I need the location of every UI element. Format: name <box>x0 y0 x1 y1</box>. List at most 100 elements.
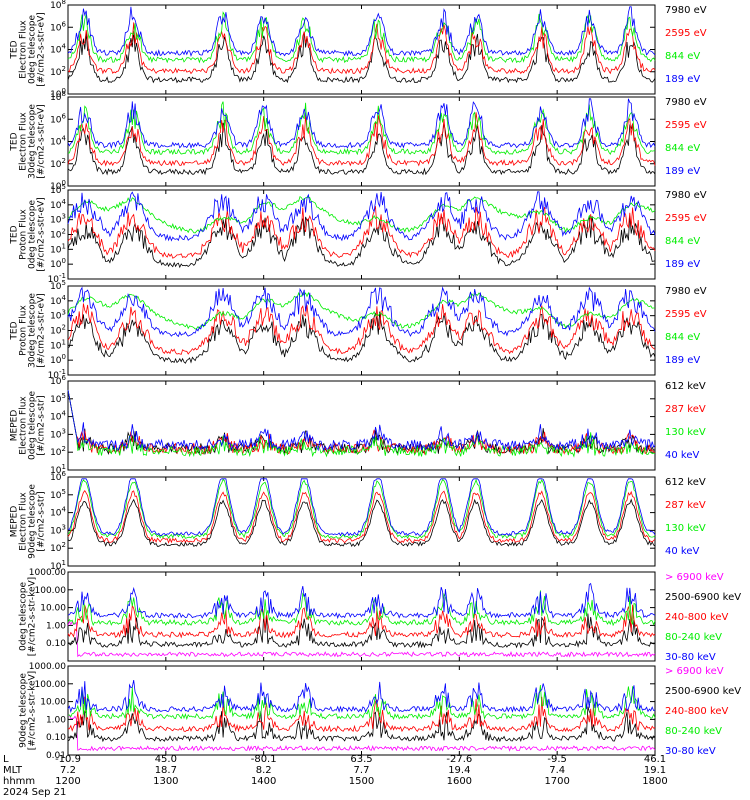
y-tick-label: 108 <box>50 0 66 11</box>
legend-entry: 2595 eV <box>665 28 707 39</box>
series-line-green <box>67 291 656 330</box>
legend-entry: 189 eV <box>665 355 700 366</box>
legend-entry: 2595 eV <box>665 120 707 131</box>
x-tick-label: -9.5 <box>547 754 567 765</box>
legend-entry: 7980 eV <box>665 286 707 297</box>
y-tick-label: 1000.00 <box>29 662 66 672</box>
x-tick-label: 1700 <box>544 776 569 787</box>
x-tick-label: 8.2 <box>256 765 272 776</box>
y-axis-label: TEDElectron Flux0deg telescope[#/cm2-s-s… <box>10 12 47 87</box>
x-tick-label: 46.1 <box>644 754 666 765</box>
series-line-black <box>67 311 656 364</box>
x-row-label: L <box>3 754 9 765</box>
y-tick-label: 104 <box>50 198 66 211</box>
series-line-green <box>67 101 656 156</box>
x-tick-label: -80.1 <box>251 754 277 765</box>
series-line-green <box>67 195 656 234</box>
y-axis-label: TEDProton Flux0deg telescope[#/cm2-s-str… <box>10 197 47 272</box>
y-tick-label: 105 <box>50 392 66 405</box>
y-tick-label: 102 <box>50 445 66 458</box>
y-tick-label: 105 <box>50 488 66 501</box>
series-line-magenta <box>67 714 656 752</box>
plot-frame <box>67 4 656 95</box>
y-tick-label: 104 <box>50 43 66 56</box>
series-line-green <box>67 389 656 458</box>
x-tick-label: 7.2 <box>60 765 76 776</box>
series-line-blue <box>67 478 656 537</box>
x-row-label: MLT <box>3 765 23 776</box>
legend-entry: 287 keV <box>665 404 706 415</box>
legend-entry: 80-240 keV <box>665 726 722 737</box>
series-line-blue <box>67 389 656 452</box>
x-tick-label: 19.1 <box>644 765 666 776</box>
x-tick-label: 1300 <box>153 776 178 787</box>
y-tick-label: 0.01 <box>46 751 66 761</box>
x-tick-label: 1800 <box>642 776 667 787</box>
series-line-black <box>67 613 656 649</box>
x-tick-label: 1600 <box>447 776 472 787</box>
series-line-blue <box>67 582 656 620</box>
y-tick-label: 102 <box>50 324 66 337</box>
legend-entry: > 6900 keV <box>665 666 724 677</box>
x-axis-labels: L -10.9 45.0 -80.1 63.5 -27.6 -9.5 46.1 MLT 7.2 18… <box>3 754 668 798</box>
legend-entry: 844 eV <box>665 51 700 62</box>
series-line-blue <box>67 680 656 713</box>
y-tick-label: 103 <box>50 213 66 226</box>
legend-entry: 130 keV <box>665 427 706 438</box>
legend-entry: 7980 eV <box>665 5 707 16</box>
legend-entry: 189 eV <box>665 74 700 85</box>
y-axis-label: MEPEDElectron Flux90deg telescope[#/cm2-… <box>10 484 47 559</box>
series-line-red <box>67 604 656 639</box>
y-tick-label: 10.00 <box>40 604 66 614</box>
date-label: 2024 Sep 21 <box>3 787 66 798</box>
series-line-black <box>67 122 656 176</box>
y-tick-label: 104 <box>50 506 66 519</box>
y-tick-label: 104 <box>50 410 66 423</box>
plot-frame <box>67 476 656 567</box>
y-axis-label: MEPEDElectron Flux0deg telescope[#/cm2-s… <box>10 391 47 461</box>
series-line-black <box>67 215 656 269</box>
series-line-green <box>67 685 656 721</box>
y-tick-label: 1.00 <box>46 621 66 631</box>
y-tick-label: 104 <box>50 135 66 148</box>
y-axis-label: TEDProton Flux30deg telescope[#/cm2-s-st… <box>10 293 47 368</box>
x-tick-label: 1200 <box>55 776 80 787</box>
series-line-blue <box>67 191 656 242</box>
x-tick-label: -27.6 <box>446 754 472 765</box>
y-tick-label: 10.00 <box>40 698 66 708</box>
legend-entry: 30-80 keV <box>665 746 716 757</box>
y-tick-label: 106 <box>50 20 66 33</box>
series-line-red <box>67 112 656 167</box>
x-tick-label: -10.9 <box>55 754 81 765</box>
legend-entry: 2500-6900 keV <box>665 686 741 697</box>
y-tick-label: 0.10 <box>46 639 66 649</box>
legend-entry: 240-800 keV <box>665 612 729 623</box>
series-line-red <box>67 489 656 544</box>
x-row-label: hhmm <box>3 776 35 787</box>
x-tick-label: 45.0 <box>155 754 177 765</box>
y-axis-label: TEDElectron Flux30deg telescope[#/cm2-s-… <box>10 104 47 179</box>
series-line-green <box>67 11 656 64</box>
series-line-red <box>67 22 656 75</box>
series-line-red <box>67 303 656 355</box>
series-line-green <box>67 590 656 627</box>
y-tick-label: 100 <box>50 257 66 270</box>
legend-entry: 612 keV <box>665 477 706 488</box>
y-tick-label: 102 <box>50 541 66 554</box>
y-tick-label: 101 <box>50 338 66 351</box>
series-line-black <box>67 498 656 548</box>
legend-entry: 40 keV <box>665 546 699 557</box>
y-tick-label: 101 <box>50 242 66 255</box>
series-line-red <box>68 696 656 733</box>
series-line-red <box>67 206 656 259</box>
y-tick-label: 106 <box>50 112 66 125</box>
legend-entry: 240-800 keV <box>665 706 729 717</box>
legend-entry: 80-240 keV <box>665 632 722 643</box>
series-line-blue <box>67 286 656 338</box>
